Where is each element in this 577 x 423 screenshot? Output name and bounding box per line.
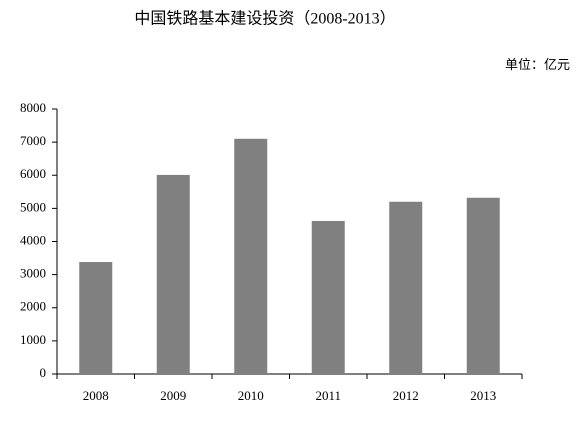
unit-label: 单位：亿元 (505, 57, 570, 72)
bar (311, 220, 345, 374)
bar (79, 262, 113, 374)
y-tick-label: 4000 (20, 232, 46, 247)
bar (234, 138, 268, 374)
bar (156, 174, 190, 374)
y-tick-label: 2000 (20, 299, 46, 314)
y-tick-label: 7000 (20, 133, 46, 148)
y-tick-label: 1000 (20, 332, 46, 347)
y-tick-label: 0 (40, 365, 47, 380)
x-tick-label: 2013 (470, 388, 496, 403)
y-tick-label: 5000 (20, 199, 46, 214)
bar (389, 201, 423, 374)
y-tick-label: 6000 (20, 166, 46, 181)
x-tick-label: 2012 (393, 388, 419, 403)
y-tick-label: 3000 (20, 266, 46, 281)
x-tick-label: 2008 (83, 388, 109, 403)
x-tick-label: 2009 (160, 388, 186, 403)
y-tick-label: 8000 (20, 100, 46, 115)
bar (466, 197, 500, 374)
chart-title: 中国铁路基本建设投资（2008-2013） (134, 10, 395, 28)
x-tick-label: 2011 (315, 388, 341, 403)
x-tick-label: 2010 (238, 388, 264, 403)
